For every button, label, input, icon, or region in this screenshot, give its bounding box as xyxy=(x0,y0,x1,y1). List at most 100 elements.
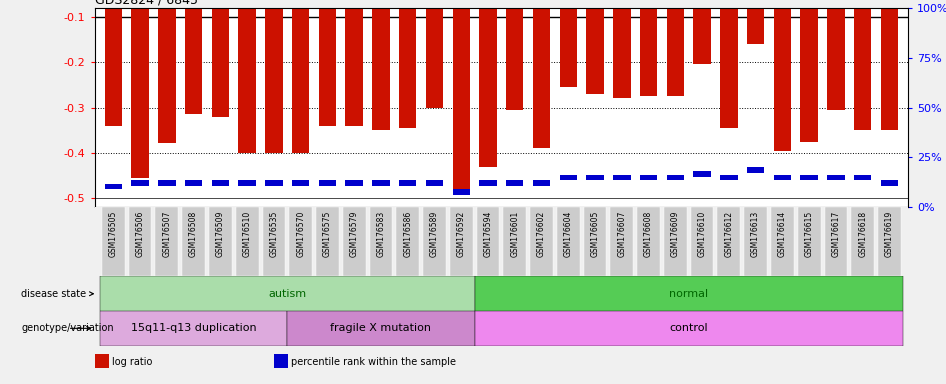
Bar xyxy=(717,207,740,276)
Bar xyxy=(720,0,738,128)
Bar xyxy=(238,0,255,153)
Text: fragile X mutation: fragile X mutation xyxy=(330,323,431,333)
Bar xyxy=(560,0,577,87)
Bar xyxy=(370,207,393,276)
Bar xyxy=(238,180,255,185)
Bar xyxy=(771,207,794,276)
Text: GSM176579: GSM176579 xyxy=(350,211,359,257)
Bar xyxy=(878,207,901,276)
Bar xyxy=(426,180,443,185)
Bar xyxy=(288,311,475,346)
Text: log ratio: log ratio xyxy=(113,357,153,367)
Bar xyxy=(158,180,176,185)
Text: GSM176613: GSM176613 xyxy=(751,211,761,257)
Bar xyxy=(530,207,552,276)
Bar xyxy=(613,175,630,180)
Text: GSM176618: GSM176618 xyxy=(858,211,867,257)
Text: GSM176505: GSM176505 xyxy=(109,211,118,257)
Bar xyxy=(212,0,229,117)
Bar xyxy=(102,207,125,276)
Text: GSM176607: GSM176607 xyxy=(618,211,626,257)
Bar xyxy=(851,207,874,276)
Text: GSM176609: GSM176609 xyxy=(671,211,680,257)
Bar xyxy=(155,207,178,276)
Bar xyxy=(587,175,604,180)
Bar xyxy=(209,207,232,276)
Text: GSM176509: GSM176509 xyxy=(216,211,225,257)
Bar xyxy=(100,311,288,346)
Bar xyxy=(263,207,286,276)
Bar xyxy=(667,0,684,96)
Text: GSM176508: GSM176508 xyxy=(189,211,198,257)
Bar xyxy=(638,207,660,276)
Bar xyxy=(560,175,577,180)
Bar xyxy=(797,207,820,276)
Text: GSM176510: GSM176510 xyxy=(242,211,252,257)
Bar xyxy=(533,180,551,185)
Bar xyxy=(480,180,497,185)
Text: GSM176610: GSM176610 xyxy=(697,211,707,257)
Bar xyxy=(345,0,363,126)
Bar xyxy=(319,0,336,126)
Bar xyxy=(131,180,149,185)
Text: GSM176586: GSM176586 xyxy=(403,211,412,257)
Bar xyxy=(881,0,898,130)
Bar xyxy=(800,175,818,180)
Bar xyxy=(373,0,390,130)
Bar xyxy=(533,0,551,148)
Bar xyxy=(881,180,898,185)
Bar xyxy=(610,207,633,276)
Text: GSM176589: GSM176589 xyxy=(430,211,439,257)
Bar xyxy=(95,354,109,368)
Text: GSM176619: GSM176619 xyxy=(885,211,894,257)
Bar xyxy=(373,180,390,185)
Bar xyxy=(289,207,312,276)
Text: GSM176535: GSM176535 xyxy=(270,211,278,257)
Bar xyxy=(825,207,848,276)
Text: GSM176615: GSM176615 xyxy=(805,211,814,257)
Bar xyxy=(691,207,713,276)
Bar xyxy=(183,207,205,276)
Bar xyxy=(105,184,122,189)
Bar xyxy=(664,207,687,276)
Bar xyxy=(131,0,149,178)
Text: GSM176614: GSM176614 xyxy=(778,211,787,257)
Text: GSM176604: GSM176604 xyxy=(564,211,572,257)
Bar xyxy=(720,175,738,180)
Text: disease state: disease state xyxy=(22,289,94,299)
Bar xyxy=(747,167,764,173)
Bar xyxy=(236,207,258,276)
Bar xyxy=(854,175,871,180)
Bar xyxy=(639,0,657,96)
Bar xyxy=(506,0,523,110)
Bar xyxy=(854,0,871,130)
Bar xyxy=(693,0,710,65)
Text: GSM176617: GSM176617 xyxy=(832,211,840,257)
Text: GSM176592: GSM176592 xyxy=(457,211,465,257)
Bar xyxy=(273,354,289,368)
Bar xyxy=(265,180,283,185)
Bar xyxy=(426,0,443,108)
Text: 15q11-q13 duplication: 15q11-q13 duplication xyxy=(131,323,256,333)
Text: GSM176605: GSM176605 xyxy=(590,211,600,257)
Bar xyxy=(100,276,475,311)
Bar xyxy=(639,175,657,180)
Bar xyxy=(747,0,764,44)
Bar xyxy=(452,0,470,189)
Bar xyxy=(506,180,523,185)
Text: GSM176594: GSM176594 xyxy=(483,211,493,257)
Bar xyxy=(319,180,336,185)
Text: percentile rank within the sample: percentile rank within the sample xyxy=(291,357,457,367)
Bar xyxy=(452,189,470,195)
Text: GSM176575: GSM176575 xyxy=(323,211,332,257)
Bar xyxy=(503,207,526,276)
Text: normal: normal xyxy=(669,289,709,299)
Bar xyxy=(292,0,309,153)
Text: GSM176583: GSM176583 xyxy=(377,211,385,257)
Bar xyxy=(105,0,122,126)
Bar xyxy=(693,171,710,177)
Bar xyxy=(745,207,767,276)
Text: GDS2824 / 6845: GDS2824 / 6845 xyxy=(95,0,198,7)
Bar xyxy=(827,175,845,180)
Bar xyxy=(475,276,902,311)
